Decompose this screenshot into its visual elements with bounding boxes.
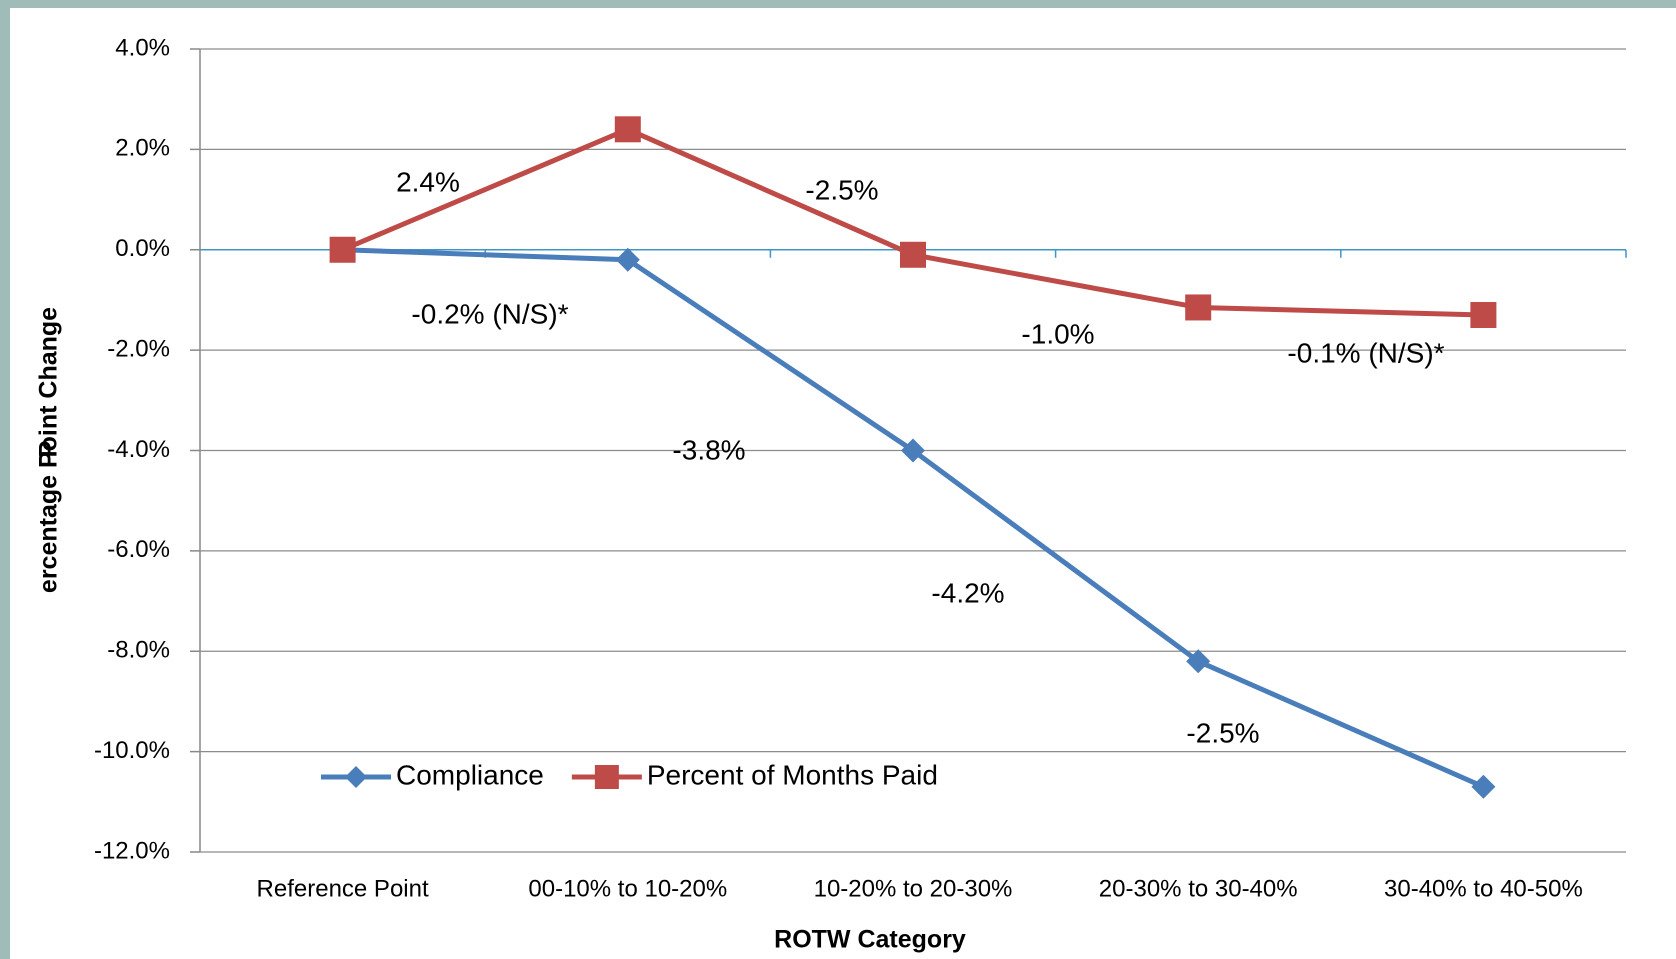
series-line [342, 247, 1485, 790]
point [901, 438, 925, 463]
annotation: -3.8% [672, 434, 745, 465]
point [614, 116, 641, 143]
x-tick-label: 00-10% to 10-20% [528, 875, 727, 902]
legend-marker [345, 766, 367, 788]
y-tick-label: -6.0% [107, 536, 170, 563]
y-tick-label: -2.0% [107, 335, 170, 362]
y-tick-label: 2.0% [115, 135, 170, 162]
x-tick-label: 10-20% to 20-30% [814, 875, 1013, 902]
annotation: -1.0% [1021, 318, 1094, 349]
annotation: -2.5% [805, 174, 878, 205]
legend-label: Compliance [396, 759, 544, 790]
x-tick-label: 30-40% to 40-50% [1384, 875, 1583, 902]
y-tick-label: -4.0% [107, 436, 170, 463]
chart-panel [10, 8, 1676, 959]
annotation: -0.2% (N/S)* [411, 298, 568, 329]
point [900, 241, 926, 268]
series-line [341, 126, 1484, 318]
annotation: -0.1% (N/S)* [1287, 337, 1444, 368]
annotation: -2.5% [1186, 717, 1259, 748]
y-tick-label: -10.0% [94, 737, 170, 764]
point [1186, 649, 1211, 674]
y-tick-label: 4.0% [115, 34, 170, 61]
legend-label: Percent of Months Paid [647, 759, 938, 790]
y-tick-label: -12.0% [94, 837, 170, 864]
legend-marker [594, 765, 619, 789]
point [1185, 294, 1212, 321]
annotation: -4.2% [931, 577, 1004, 608]
annotation: 2.4% [396, 166, 460, 197]
point [1470, 301, 1497, 328]
point [329, 236, 356, 263]
x-tick-label: 20-30% to 30-40% [1099, 875, 1298, 902]
y-tick-label: -8.0% [107, 637, 170, 664]
x-tick-label: Reference Point [257, 875, 429, 902]
x-axis-title: ROTW Category [774, 926, 966, 954]
y-axis-title: Percentage Point Change [35, 307, 63, 593]
y-tick-label: 0.0% [115, 235, 170, 262]
point [615, 247, 640, 272]
point [1471, 774, 1496, 799]
